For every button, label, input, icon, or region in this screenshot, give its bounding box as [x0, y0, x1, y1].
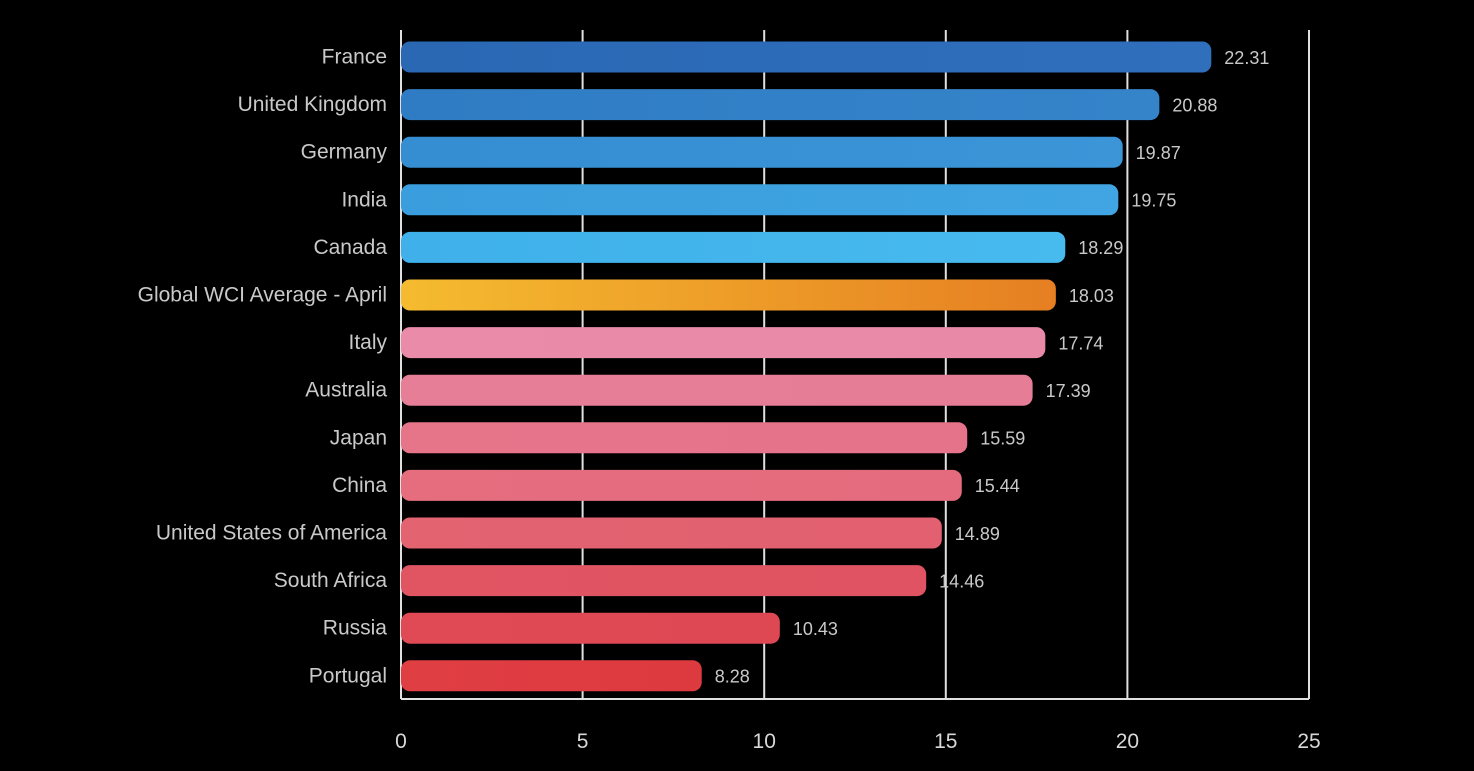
value-label: 15.59 [980, 429, 1025, 449]
value-label: 10.43 [793, 619, 838, 639]
category-label: Japan [330, 426, 387, 449]
category-label: Australia [305, 379, 387, 402]
category-label: Portugal [309, 664, 387, 687]
bar-germany [401, 136, 1123, 168]
bar-global-wci-average-april [401, 279, 1056, 311]
value-label: 18.03 [1069, 286, 1114, 306]
grid-layer [400, 30, 1310, 700]
value-label: 14.89 [955, 524, 1000, 544]
bar-japan [401, 422, 968, 454]
category-label: Global WCI Average - April [138, 284, 387, 307]
x-tick-label: 20 [1116, 730, 1139, 753]
bar-canada [401, 231, 1066, 263]
category-label: United States of America [156, 522, 387, 545]
value-label: 19.87 [1136, 143, 1181, 163]
x-tick-label: 0 [395, 730, 407, 753]
value-label: 22.31 [1224, 48, 1269, 68]
category-label: Russia [323, 617, 388, 640]
bar-australia [401, 374, 1033, 406]
category-label: France [322, 46, 387, 69]
category-label: Canada [313, 236, 387, 259]
category-label: Germany [301, 141, 388, 164]
label-layer: France 22.31 United Kingdom 20.88 Germany 19.… [138, 46, 1270, 688]
value-label: 19.75 [1131, 191, 1176, 211]
value-label: 18.29 [1078, 238, 1123, 258]
x-tick-label: 10 [753, 730, 776, 753]
x-tick-label: 15 [934, 730, 957, 753]
category-label: China [332, 474, 387, 497]
bar-india [401, 184, 1119, 216]
tick-layer: 0 5 10 15 20 25 [395, 730, 1321, 753]
value-label: 20.88 [1172, 95, 1217, 115]
x-tick-label: 25 [1297, 730, 1320, 753]
value-label: 14.46 [939, 571, 984, 591]
category-label: United Kingdom [238, 93, 387, 116]
category-label: Italy [348, 331, 387, 354]
value-label: 15.44 [975, 476, 1020, 496]
bar-south-africa [401, 565, 927, 597]
bar-russia [401, 612, 780, 644]
value-label: 17.74 [1058, 333, 1103, 353]
bar-layer [401, 41, 1212, 692]
bar-china [401, 469, 962, 501]
category-label: South Africa [274, 569, 388, 592]
value-label: 8.28 [715, 667, 750, 687]
bar-united-kingdom [401, 89, 1160, 121]
bar-italy [401, 327, 1046, 359]
x-tick-label: 5 [577, 730, 589, 753]
value-label: 17.39 [1046, 381, 1091, 401]
bar-france [401, 41, 1212, 73]
bar-portugal [401, 660, 702, 692]
bar-united-states-of-america [401, 517, 942, 549]
category-label: India [341, 188, 387, 211]
